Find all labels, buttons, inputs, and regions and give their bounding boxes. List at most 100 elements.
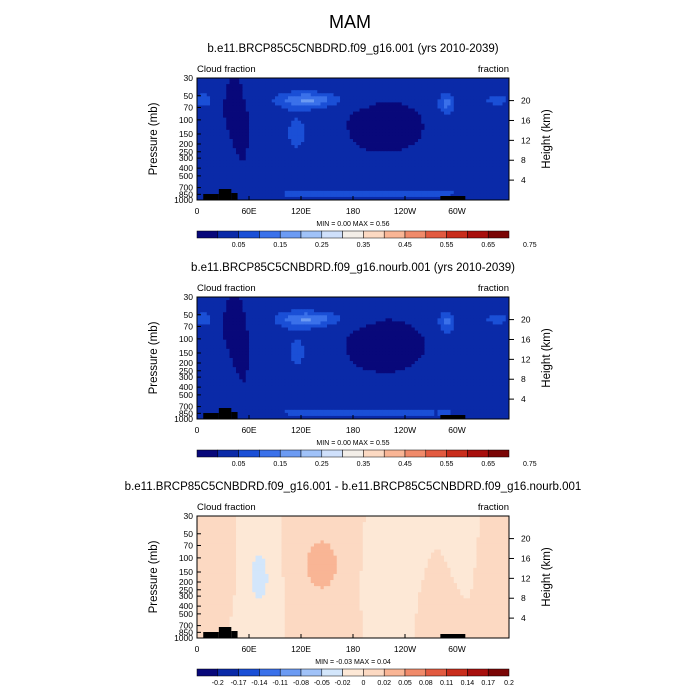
field-cell [203,90,208,94]
field-cell [418,126,422,131]
field-cell [427,196,432,201]
field-cell [502,300,507,304]
field-cell [395,303,399,307]
field-cell [362,126,367,131]
field-cell [470,321,474,325]
field-cell [294,81,299,85]
field-cell [375,163,380,167]
field-cell [226,166,230,170]
field-cell [323,139,328,143]
field-cell [401,297,406,301]
field-cell [405,78,409,82]
field-cell [294,166,299,170]
field-cell [385,145,390,149]
field-cell [223,126,227,131]
field-cell [395,87,399,91]
field-cell [362,99,367,103]
field-cell [249,297,253,301]
field-cell [213,142,217,146]
field-cell [411,120,416,125]
field-cell [408,132,412,137]
field-cell [362,145,367,149]
field-cell [369,196,373,201]
field-cell [418,324,422,328]
field-cell [483,318,487,322]
field-cell [252,324,256,328]
field-cell [226,99,230,103]
field-cell [447,193,451,198]
field-cell [362,181,367,186]
field-cell [310,190,315,195]
field-cell [275,181,279,186]
field-cell [427,87,432,91]
field-cell [203,169,208,173]
field-cell [372,297,377,301]
field-cell [213,154,217,158]
field-cell [496,84,500,88]
field-cell [203,166,208,170]
field-cell [453,157,458,161]
field-cell [232,297,237,301]
field-cell [255,318,260,322]
field-cell [492,196,497,201]
field-cell [489,132,494,137]
field-cell [203,321,208,325]
field-cell [476,139,481,143]
field-cell [320,306,325,310]
field-cell [447,312,451,316]
field-cell [320,78,325,82]
field-cell [213,178,217,183]
field-cell [301,78,305,82]
field-cell [483,303,487,307]
field-cell [346,93,351,97]
field-cell [437,193,442,198]
field-cell [232,135,237,140]
field-cell [255,126,260,131]
field-cell [505,321,510,325]
field-cell [275,169,279,173]
field-cell [457,324,461,328]
field-cell [460,306,464,310]
field-cell [242,324,247,328]
field-cell [333,151,338,155]
field-cell [249,105,253,109]
field-cell [434,142,438,146]
field-cell [206,157,211,161]
field-cell [349,105,354,109]
field-cell [249,90,253,94]
field-cell [408,154,412,158]
field-cell [242,120,247,125]
field-cell [301,96,305,100]
field-cell [388,135,393,140]
field-cell [476,135,481,140]
field-cell [197,81,201,85]
field-cell [473,187,477,192]
field-cell [239,187,243,192]
field-cell [336,142,341,146]
field-cell [408,157,412,161]
field-cell [258,117,263,122]
field-cell [258,187,263,192]
field-cell [379,303,383,307]
field-cell [460,163,464,167]
field-cell [408,172,412,176]
field-cell [216,190,221,195]
field-cell [255,139,260,143]
field-cell [499,78,503,82]
field-cell [317,129,321,134]
field-cell [271,190,276,195]
field-cell [216,96,221,100]
field-cell [470,99,474,103]
field-cell [463,145,468,149]
field-cell [349,145,354,149]
field-cell [327,114,331,119]
field-cell [343,175,347,180]
field-cell [427,169,432,173]
field-cell [437,132,442,137]
field-cell [288,160,292,164]
field-cell [327,90,331,94]
field-cell [249,129,253,134]
field-cell [411,312,416,316]
field-cell [206,172,211,176]
